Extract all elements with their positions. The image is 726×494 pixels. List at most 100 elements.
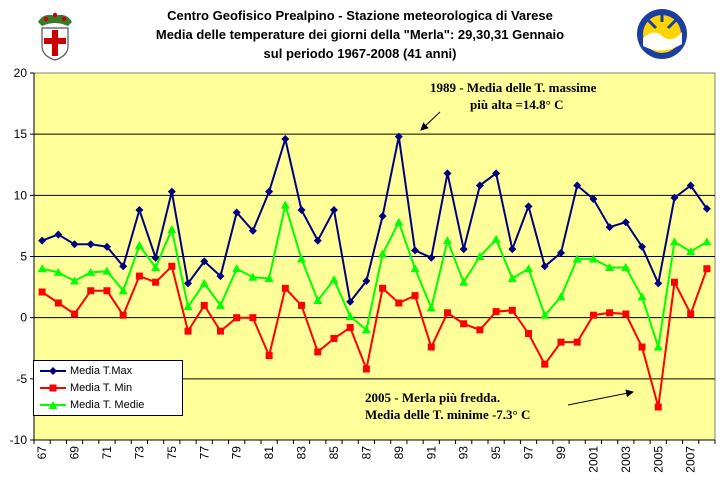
- x-tick-label: 75: [165, 446, 179, 460]
- data-point-tmin: [606, 309, 614, 317]
- data-point-tmed: [524, 264, 534, 273]
- data-point-tmin: [638, 343, 646, 351]
- data-point-tmed: [491, 234, 501, 243]
- data-point-tmax: [621, 218, 630, 227]
- y-tick-label: -10: [10, 433, 28, 447]
- y-tick-label: 5: [20, 250, 27, 264]
- data-point-tmin: [589, 311, 597, 319]
- x-tick-label: 2007: [684, 446, 698, 473]
- data-point-tmax: [589, 195, 598, 204]
- data-point-tmax: [329, 206, 338, 215]
- x-tick-label: 2005: [651, 446, 665, 473]
- data-point-tmax: [638, 242, 647, 251]
- data-point-tmin: [703, 265, 711, 273]
- data-point-tmed: [248, 272, 258, 281]
- chart-title: Centro Geofisico Prealpino - Stazione me…: [60, 6, 660, 63]
- legend: Media T.Max Media T. Min Media T. Medie: [33, 360, 183, 416]
- data-point-tmin: [427, 343, 435, 351]
- data-point-tmax: [313, 236, 322, 245]
- data-point-tmax: [184, 279, 193, 288]
- legend-swatch-tmin: [40, 384, 66, 392]
- data-point-tmed: [151, 263, 161, 272]
- data-point-tmed: [361, 325, 371, 334]
- annotation-max-line-1: 1989 - Media delle T. massime: [430, 80, 597, 95]
- data-point-tmax: [394, 132, 403, 141]
- data-point-tmin: [379, 284, 387, 292]
- y-tick-label: 20: [14, 66, 28, 80]
- data-point-tmed: [53, 267, 63, 276]
- data-point-tmin: [184, 327, 192, 335]
- geophysical-center-logo: [637, 9, 687, 59]
- data-point-tmed: [37, 264, 47, 273]
- data-point-tmin: [298, 301, 306, 309]
- data-point-tmax: [556, 248, 565, 257]
- data-point-tmin: [573, 338, 581, 346]
- data-point-tmed: [280, 200, 290, 209]
- x-tick-label: 87: [359, 446, 373, 460]
- data-point-tmed: [442, 236, 452, 245]
- data-point-tmax: [281, 135, 290, 144]
- legend-label-tmax: Media T.Max: [70, 365, 133, 377]
- x-tick-label: 67: [35, 446, 49, 460]
- data-point-tmin: [460, 320, 468, 328]
- data-point-tmin: [314, 348, 322, 356]
- data-point-tmed: [653, 342, 663, 351]
- x-tick-label: 73: [132, 446, 146, 460]
- series-tmin: [38, 262, 711, 411]
- data-point-tmed: [102, 266, 112, 275]
- legend-item-tmed: Media T. Medie: [40, 397, 144, 413]
- data-point-tmin: [411, 292, 419, 300]
- data-point-tmed: [264, 274, 274, 283]
- data-point-tmed: [459, 277, 469, 286]
- annotation-max-arrow: [420, 111, 441, 131]
- data-point-tmax: [151, 253, 160, 262]
- data-point-tmax: [443, 169, 452, 178]
- data-point-tmin: [265, 352, 273, 360]
- data-point-tmin: [168, 262, 176, 270]
- annotation-min-arrow: [567, 389, 634, 406]
- data-point-tmax: [200, 257, 209, 266]
- y-tick-label: 15: [14, 127, 28, 141]
- data-point-tmin: [362, 365, 370, 373]
- data-point-tmed: [686, 247, 696, 256]
- data-point-tmin: [103, 287, 111, 295]
- data-point-tmed: [588, 254, 598, 263]
- data-point-tmin: [119, 311, 127, 319]
- data-point-tmin: [233, 314, 241, 322]
- data-point-tmax: [573, 181, 582, 190]
- data-point-tmin: [71, 310, 79, 318]
- data-point-tmed: [134, 240, 144, 249]
- data-point-tmax: [70, 240, 79, 249]
- data-point-tmax: [216, 272, 225, 281]
- data-point-tmed: [183, 302, 193, 311]
- data-point-tmax: [297, 206, 306, 215]
- legend-item-tmax: Media T.Max: [40, 363, 132, 379]
- title-line-2: Media delle temperature dei giorni della…: [155, 27, 565, 42]
- data-point-tmin: [200, 301, 208, 309]
- data-point-tmin: [525, 330, 533, 338]
- data-point-tmin: [443, 309, 451, 317]
- data-point-tmed: [232, 264, 242, 273]
- y-axis: -10 -5 0 5 10 15 20: [10, 66, 35, 447]
- data-point-tmax: [540, 262, 549, 271]
- data-point-tmin: [249, 314, 257, 322]
- annotation-max-line-2: più alta =14.8° C: [470, 97, 564, 112]
- x-tick-label: 69: [68, 446, 82, 460]
- legend-item-tmin: Media T. Min: [40, 380, 132, 396]
- data-point-tmed: [167, 225, 177, 234]
- legend-swatch-tmed: [40, 401, 66, 410]
- title-line-1: Centro Geofisico Prealpino - Stazione me…: [167, 8, 553, 23]
- coat-of-arms-logo: [38, 12, 72, 61]
- data-point-tmax: [459, 245, 468, 254]
- data-point-tmed: [540, 310, 550, 319]
- data-point-tmax: [54, 230, 63, 239]
- data-point-tmed: [410, 264, 420, 273]
- series-tmax: [38, 132, 711, 306]
- data-point-tmax: [135, 206, 144, 215]
- data-point-tmax: [119, 262, 128, 271]
- data-point-tmax: [427, 253, 436, 262]
- data-point-tmed: [621, 263, 631, 272]
- data-point-tmin: [152, 278, 160, 286]
- data-point-tmed: [507, 274, 517, 283]
